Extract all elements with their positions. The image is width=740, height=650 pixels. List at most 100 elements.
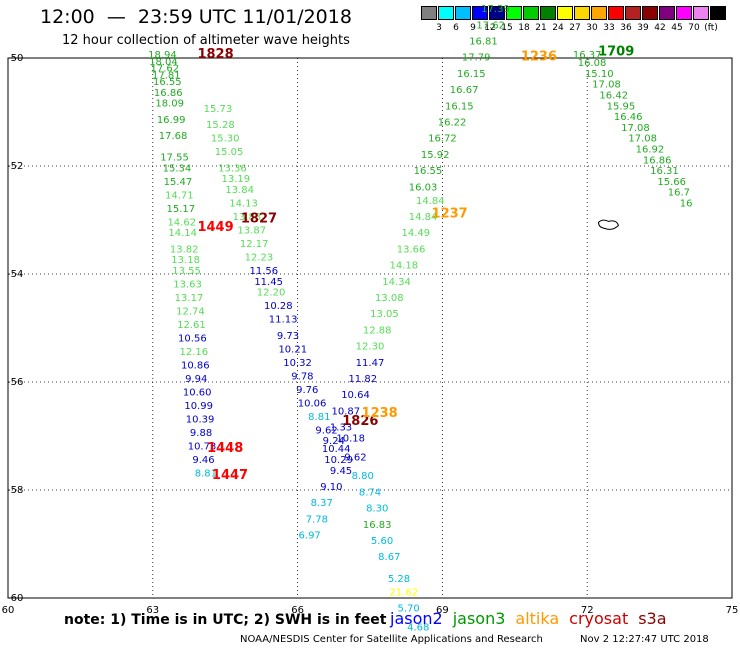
wave-height-point: 14.18: [389, 261, 418, 272]
wave-height-point: 16.86: [643, 155, 672, 166]
wave-height-point: 10.64: [341, 390, 370, 401]
wave-height-point: 9.46: [192, 455, 214, 466]
pass-time-label: 1236: [521, 50, 557, 65]
wave-height-point: 15.95: [607, 101, 636, 112]
wave-height-point: 12.74: [176, 307, 205, 318]
wave-height-point: 10.60: [183, 388, 212, 399]
wave-height-point: 11.45: [254, 277, 283, 288]
wave-height-point: 15.73: [204, 104, 233, 115]
wave-height-point: 16.7: [668, 188, 690, 199]
y-tick-label: -52: [7, 161, 23, 172]
wave-height-point: 16.55: [153, 77, 182, 88]
credit-text: NOAA/NESDIS Center for Satellite Applica…: [240, 634, 543, 645]
wave-height-point: 16.22: [438, 118, 467, 129]
color-scale-label: 33: [603, 23, 615, 33]
x-tick-label: 63: [146, 605, 159, 616]
wave-height-point: 14.34: [382, 277, 411, 288]
wave-height-point: 15.92: [421, 150, 450, 161]
wave-height-point: 13.87: [237, 226, 266, 237]
color-swatch: [676, 6, 692, 20]
wave-height-point: 12.88: [363, 325, 392, 336]
wave-height-point: 13.08: [375, 293, 404, 304]
wave-height-point: 13.83: [233, 212, 262, 223]
wave-height-point: 8.74: [359, 487, 381, 498]
wave-height-point: 16.03: [409, 182, 438, 193]
color-swatch: [693, 6, 709, 20]
wave-height-point: 18.94: [148, 50, 177, 61]
color-scale-label: (ft): [704, 23, 718, 33]
wave-height-point: 4.68: [407, 622, 429, 633]
wave-height-point: 13.05: [370, 309, 399, 320]
color-scale-label: 9: [470, 23, 476, 33]
wave-height-point: 8.37: [311, 498, 333, 509]
wave-height-point: 10.06: [298, 398, 327, 409]
wave-height-point: 9.76: [296, 385, 318, 396]
wave-height-point: 10.32: [283, 358, 312, 369]
pass-time-label: 1448: [207, 441, 243, 456]
wave-height-point: 6.97: [299, 531, 321, 542]
legend-item-s3a: s3a: [638, 609, 667, 628]
y-tick-label: -54: [7, 269, 23, 280]
color-scale-label: 24: [552, 23, 564, 33]
color-scale-label: 45: [671, 23, 683, 33]
wave-height-point: 13.63: [173, 280, 202, 291]
footer-note: note: 1) Time is in UTC; 2) SWH is in fe…: [64, 612, 387, 628]
wave-height-point: 10.39: [186, 415, 215, 426]
wave-height-point: 13.66: [397, 244, 426, 255]
wave-height-point: 17.55: [160, 153, 189, 164]
pass-time-label: 1237: [432, 206, 468, 221]
wave-height-point: 10.56: [178, 334, 207, 345]
wave-height-point: 8.80: [352, 471, 374, 482]
wave-height-point: 16.92: [636, 145, 665, 156]
wave-height-point: 10.29: [324, 455, 353, 466]
color-swatch: [710, 6, 726, 20]
wave-height-point: 7.78: [306, 514, 328, 525]
chart-title: 12:00 — 23:59 UTC 11/01/2018: [40, 6, 352, 28]
color-scale-label: 42: [654, 23, 666, 33]
color-scale-label: 3: [436, 23, 442, 33]
wave-height-point: 16.46: [614, 112, 643, 123]
legend-item-jason3: jason3: [452, 609, 506, 628]
wave-height-point: 14.14: [168, 228, 197, 239]
wave-height-point: 13.82: [170, 244, 199, 255]
wave-height-point: 16.99: [157, 115, 186, 126]
legend-item-jason2: jason2: [390, 609, 443, 628]
wave-height-point: 13.17: [175, 293, 204, 304]
wave-height-point: 10.86: [181, 361, 210, 372]
wave-height-point: 12.23: [245, 253, 274, 264]
wave-height-point: 15.30: [211, 134, 240, 145]
wave-height-point: 10.18: [336, 433, 365, 444]
pass-time-label: 1447: [212, 468, 248, 483]
color-scale-label: 6: [453, 23, 459, 33]
wave-height-point: 10.44: [322, 444, 351, 455]
x-tick-label: 66: [291, 605, 304, 616]
wave-height-point: 17.62: [476, 20, 505, 31]
wave-height-point: 16.37: [573, 50, 602, 61]
pass-time-label: 1828: [197, 47, 233, 62]
wave-height-point: 14.84: [416, 196, 445, 207]
x-tick-label: 60: [2, 605, 15, 616]
wave-height-point: 14.13: [229, 199, 258, 210]
wave-height-point: 16.72: [428, 134, 457, 145]
wave-height-point: 16.15: [445, 101, 474, 112]
wave-height-point: 10.21: [278, 344, 307, 355]
wave-height-point: 10.87: [332, 406, 361, 417]
color-swatch: [642, 6, 658, 20]
wave-height-point: 5.70: [397, 604, 419, 615]
wave-height-point: 16: [680, 199, 693, 210]
color-swatch: [608, 6, 624, 20]
y-tick-label: -56: [7, 377, 23, 388]
wave-height-point: 17.08: [628, 134, 657, 145]
wave-height-point: 15.28: [206, 120, 235, 131]
wave-height-point: 9.10: [320, 482, 342, 493]
wave-height-point: 15.47: [164, 177, 193, 188]
wave-height-point: 16.67: [450, 85, 479, 96]
wave-height-point: 14.49: [402, 228, 431, 239]
wave-height-point: 12.30: [356, 342, 385, 353]
wave-height-point: 8.81: [308, 412, 330, 423]
wave-height-point: 18.04: [149, 57, 178, 68]
pass-time-label: 1709: [598, 44, 634, 59]
wave-height-point: 16.81: [469, 37, 498, 48]
wave-height-point: 15.66: [657, 177, 686, 188]
wave-height-point: 11.82: [348, 374, 377, 385]
